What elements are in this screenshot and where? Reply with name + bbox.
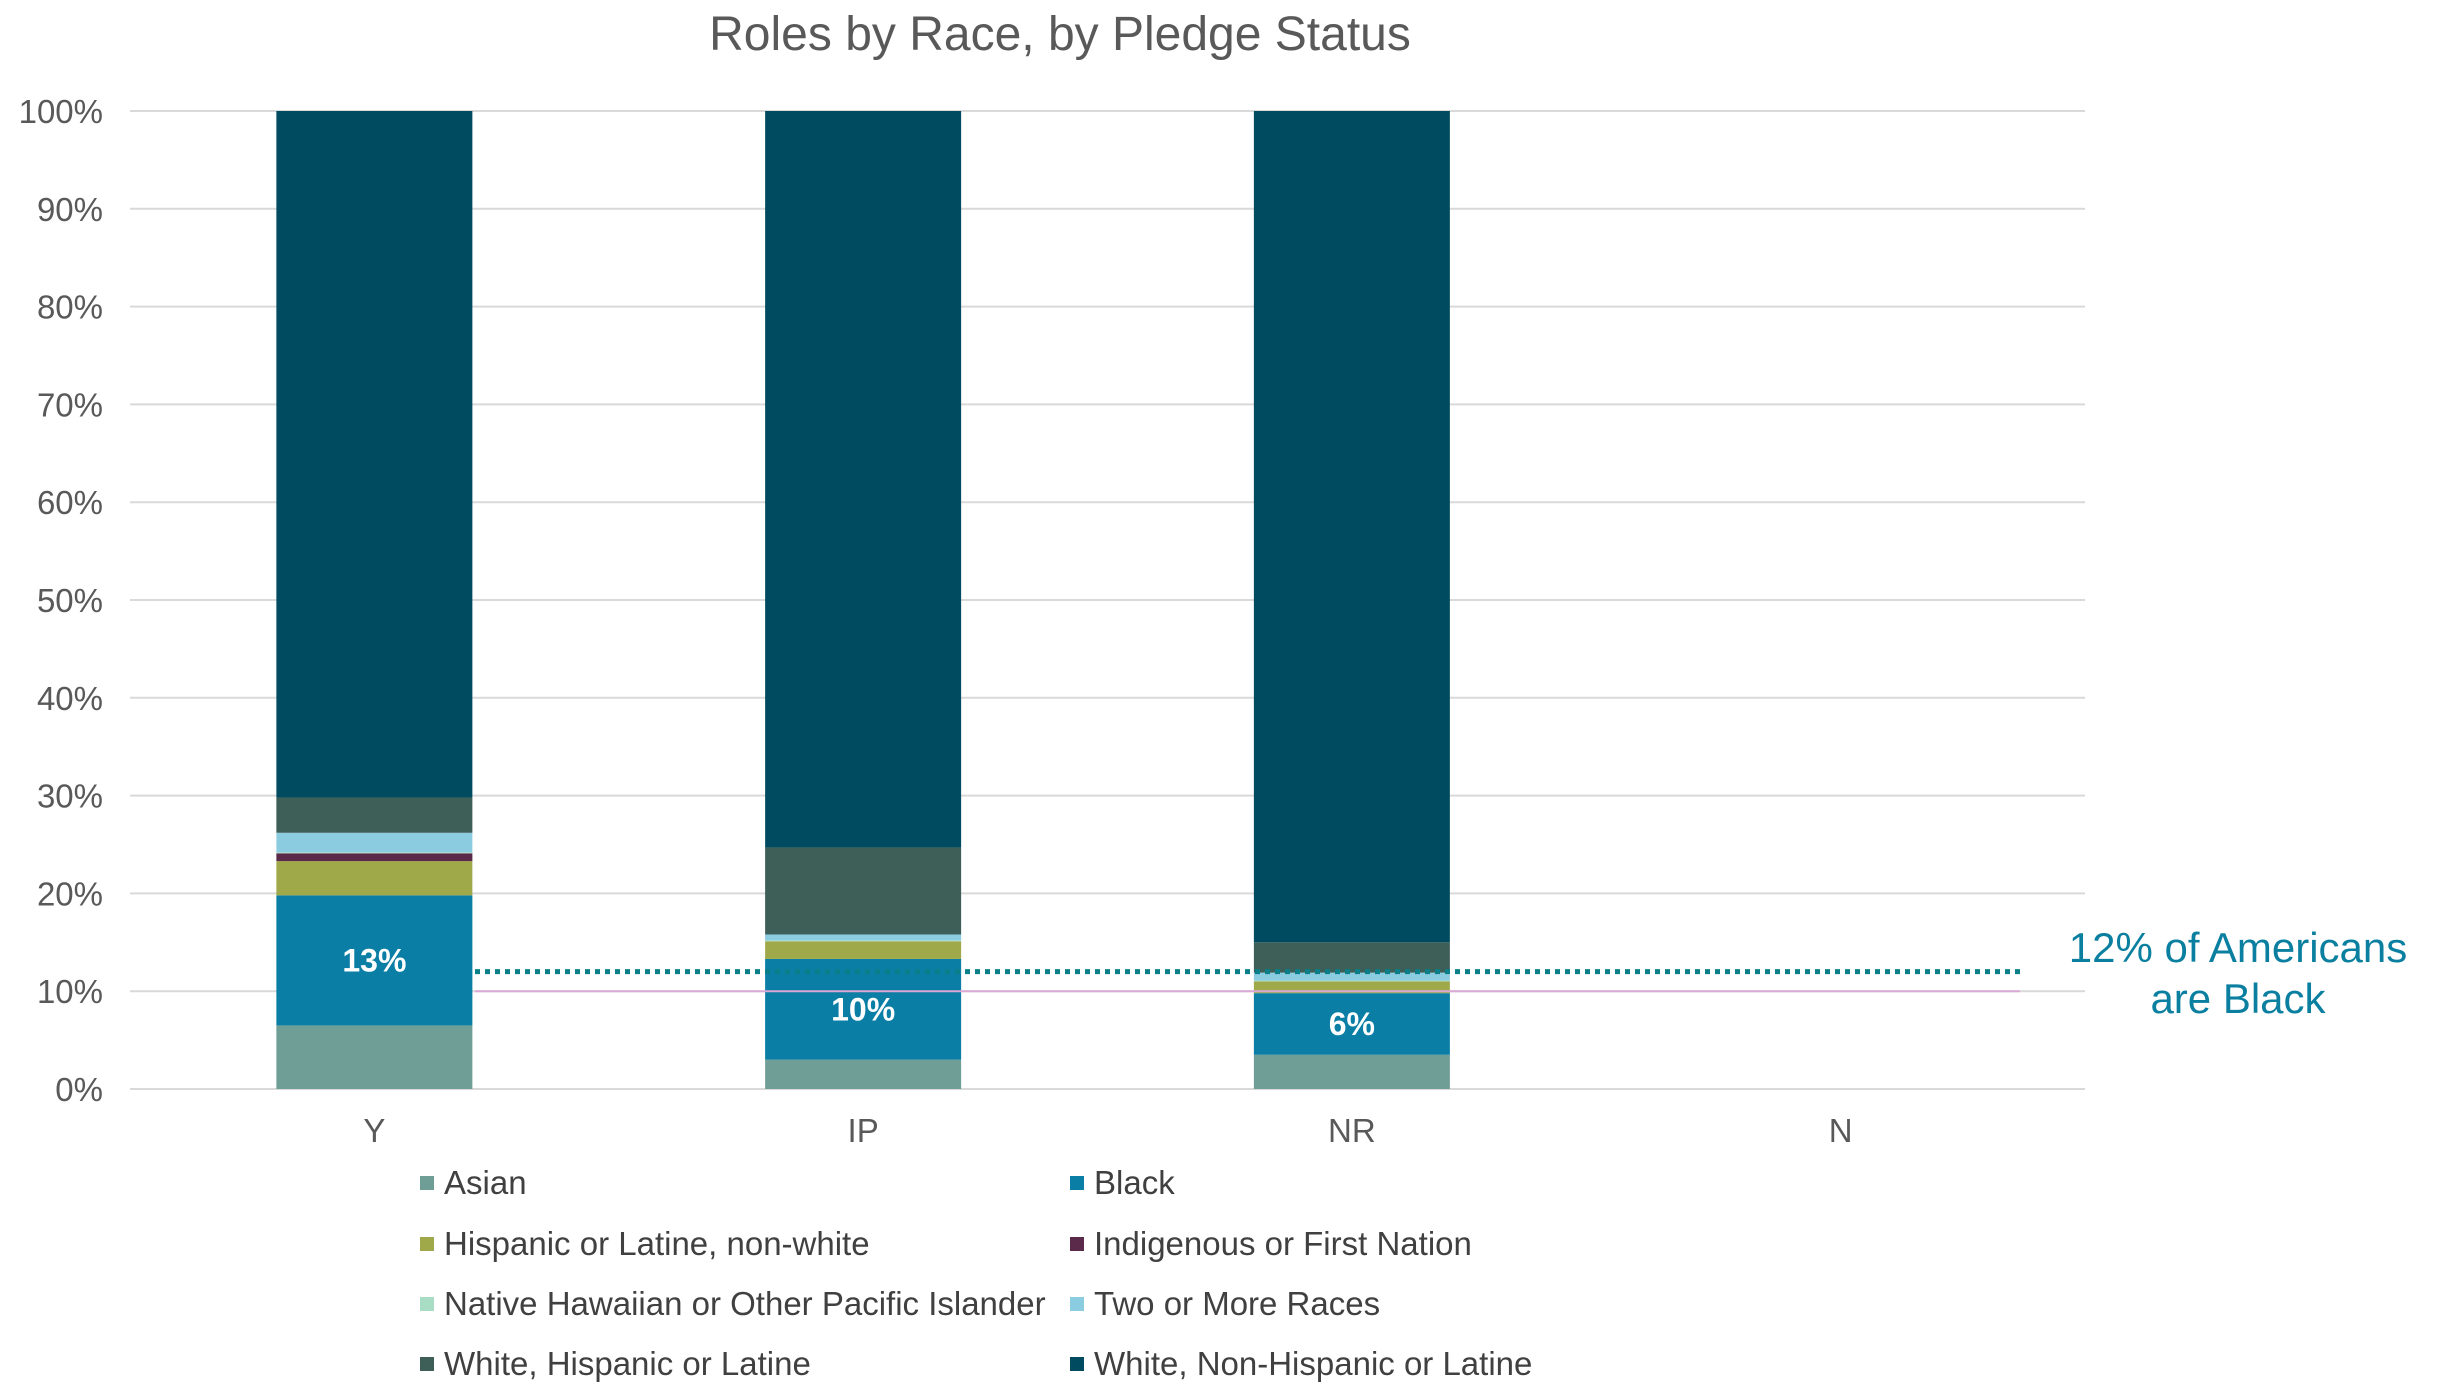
y-tick-label: 10%	[37, 973, 103, 1010]
bar-segment	[1253, 993, 1450, 1055]
data-label: 6%	[1329, 1006, 1375, 1042]
y-tick-label: 90%	[37, 191, 103, 228]
chart-title: Roles by Race, by Pledge Status	[709, 8, 1411, 61]
bar-segment	[765, 111, 962, 848]
bar-segment	[765, 1059, 962, 1089]
bar-segment	[276, 861, 473, 896]
annotation-line: are Black	[2150, 975, 2326, 1022]
bar-segment	[276, 853, 473, 862]
data-label: 13%	[342, 942, 406, 978]
bar-segment	[765, 958, 962, 1060]
legend-label: White, Hispanic or Latine	[444, 1345, 811, 1382]
bars: 13% 10% 6%	[276, 111, 1450, 1089]
legend-swatch	[420, 1357, 434, 1371]
reference-lines	[475, 969, 2020, 993]
y-tick-label: 80%	[37, 289, 103, 326]
bar-segment	[1253, 111, 1450, 943]
legend-label: Indigenous or First Nation	[1094, 1225, 1472, 1262]
bar-segment	[765, 847, 962, 935]
data-label: 10%	[831, 991, 895, 1027]
legend-swatch	[420, 1297, 434, 1311]
bar-segment	[1253, 972, 1450, 981]
y-tick-label: 50%	[37, 582, 103, 619]
bar-segment	[276, 797, 473, 833]
bar-segment	[765, 934, 962, 941]
legend-label: Asian	[444, 1164, 527, 1201]
annotation-line: 12% of Americans	[2069, 924, 2408, 971]
bar-segment	[276, 111, 473, 798]
legend-swatch	[420, 1176, 434, 1190]
y-tick-label: 100%	[19, 93, 103, 130]
legend-swatch	[420, 1237, 434, 1251]
legend-label: Black	[1094, 1164, 1175, 1201]
y-tick-label: 20%	[37, 875, 103, 912]
x-tick-label: IP	[848, 1112, 879, 1149]
legend-swatch	[1070, 1297, 1084, 1311]
bar-segment	[276, 895, 473, 1026]
bar-segment	[276, 832, 473, 853]
y-axis: 0% 10% 20% 30% 40% 50% 60% 70% 80% 90% 100%	[19, 93, 103, 1108]
x-tick-label: Y	[363, 1112, 385, 1149]
y-tick-label: 0%	[55, 1071, 103, 1108]
bar-segment	[1253, 981, 1450, 994]
bar-segment	[276, 852, 473, 854]
legend-swatch	[1070, 1237, 1084, 1251]
x-tick-label: NR	[1328, 1112, 1376, 1149]
bar-segment	[765, 941, 962, 959]
legend-label: Native Hawaiian or Other Pacific Islande…	[444, 1285, 1046, 1322]
y-tick-label: 60%	[37, 484, 103, 521]
x-tick-label: N	[1829, 1112, 1853, 1149]
bar-segment	[765, 940, 962, 942]
legend-swatch	[1070, 1176, 1084, 1190]
y-tick-label: 70%	[37, 386, 103, 423]
bar-segment	[1253, 1054, 1450, 1089]
legend-label: Hispanic or Latine, non-white	[444, 1225, 870, 1262]
y-tick-label: 30%	[37, 778, 103, 815]
bar-segment	[1253, 942, 1450, 973]
x-axis: Y IP NR N	[363, 1112, 1852, 1149]
legend: Asian Black Hispanic or Latine, non-white I…	[420, 1164, 1532, 1382]
bar-segment	[1253, 980, 1450, 982]
legend-label: White, Non-Hispanic or Latine	[1094, 1345, 1532, 1382]
legend-label: Two or More Races	[1094, 1285, 1380, 1322]
bar-segment	[276, 1025, 473, 1089]
legend-swatch	[1070, 1357, 1084, 1371]
y-tick-label: 40%	[37, 680, 103, 717]
